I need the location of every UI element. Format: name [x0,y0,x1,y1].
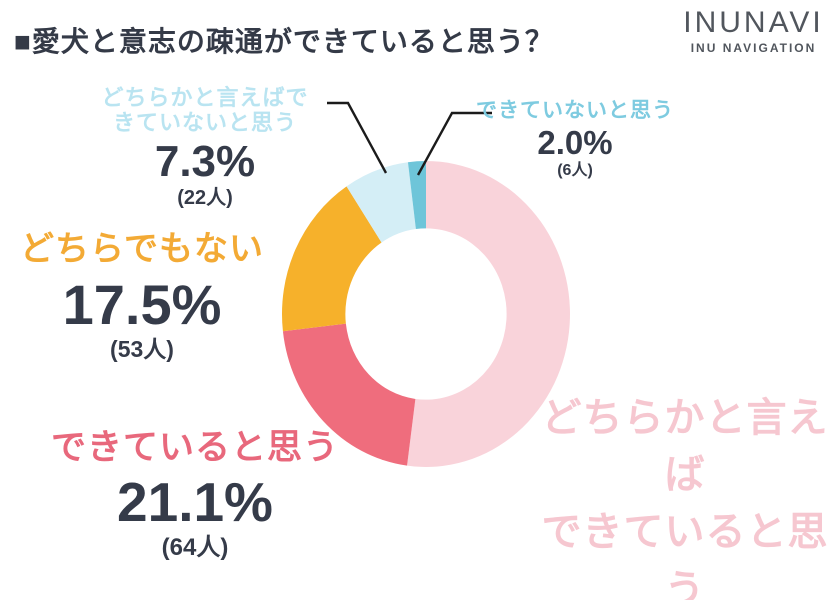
slice-count-not: (6人) [557,161,593,179]
donut-slice-3 [346,162,416,243]
callout-maybe-not: どちらかと言えばで きていないと思う 7.3% (22人) [70,85,340,210]
leader-line-not [416,111,492,176]
slice-count-neutral: (53人) [110,336,174,363]
slice-percent-maybe-not: 7.3% [154,137,256,187]
callout-yes: できていると思う 21.1% (64人) [50,428,340,562]
donut-slice-1 [282,323,416,466]
slice-percent-yes: 21.1% [117,471,273,534]
brand-logo-name: INUNAVI [683,6,824,39]
slice-label-neutral: どちらでもない [20,230,264,268]
slice-label-maybe-not-line1: どちらかと言えばで [101,85,309,110]
slice-label-maybe-yes-line1: どちらかと言えば [541,396,829,498]
callout-not: できていないと思う 2.0% (6人) [455,99,695,179]
brand-logo: INUNAVI INU NAVIGATION [676,6,831,56]
slice-label-maybe-not-line2: きていないと思う [112,109,297,135]
slice-percent-neutral: 17.5% [62,273,222,337]
donut-slice-4 [407,161,426,229]
donut-slices-group [281,161,570,468]
callout-neutral: どちらでもない 17.5% (53人) [8,230,276,362]
leader-line-maybe-not [327,101,388,174]
callout-maybe-yes: どちらかと言えば できていると思う 52.1% （158人） [535,390,835,600]
donut-slice-2 [281,186,382,332]
slice-percent-not: 2.0% [537,123,613,161]
brand-logo-subtitle: INU NAVIGATION [690,41,817,55]
page-title: ■愛犬と意志の疎通ができていると思う？ [14,26,554,57]
slice-count-yes: (64人) [161,534,229,562]
donut-slice-0 [407,161,570,468]
slice-label-maybe-yes-line2: できていると思う [541,510,829,600]
slice-label-not: できていないと思う [476,99,674,122]
slice-label-yes: できていると思う [50,428,339,467]
slice-count-maybe-not: (22人) [177,187,233,210]
